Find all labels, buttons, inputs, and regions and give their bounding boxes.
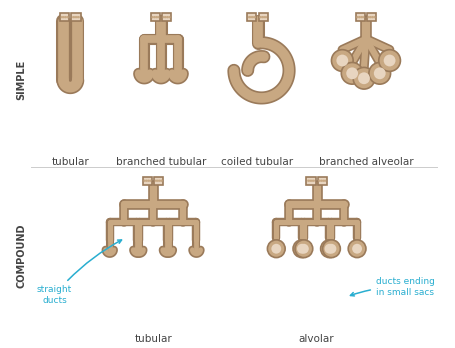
Circle shape [271, 244, 281, 254]
FancyBboxPatch shape [154, 177, 163, 185]
Circle shape [299, 244, 309, 254]
FancyBboxPatch shape [71, 13, 81, 21]
Circle shape [321, 240, 339, 258]
Circle shape [160, 180, 162, 182]
Circle shape [63, 16, 65, 18]
Circle shape [250, 16, 252, 18]
Circle shape [66, 16, 69, 18]
Circle shape [346, 68, 358, 79]
FancyBboxPatch shape [318, 177, 327, 185]
Circle shape [248, 16, 250, 18]
Circle shape [336, 55, 348, 66]
Circle shape [341, 63, 363, 84]
FancyBboxPatch shape [258, 13, 268, 21]
FancyBboxPatch shape [60, 13, 69, 21]
Circle shape [145, 180, 148, 182]
Circle shape [331, 50, 353, 71]
Text: tubular: tubular [134, 334, 172, 345]
Circle shape [155, 16, 157, 18]
Text: branched alveolar: branched alveolar [318, 157, 413, 167]
Circle shape [373, 16, 375, 18]
Circle shape [157, 180, 159, 182]
FancyBboxPatch shape [356, 13, 365, 21]
Circle shape [356, 16, 359, 18]
Circle shape [152, 16, 154, 18]
Circle shape [313, 180, 315, 182]
FancyBboxPatch shape [307, 177, 316, 185]
Circle shape [324, 244, 334, 254]
Circle shape [369, 63, 390, 84]
Circle shape [263, 16, 265, 18]
Circle shape [352, 244, 362, 254]
Circle shape [268, 240, 285, 258]
Text: COMPOUND: COMPOUND [16, 223, 26, 288]
Text: tubular: tubular [51, 157, 89, 167]
Circle shape [295, 240, 313, 258]
Circle shape [143, 180, 146, 182]
Circle shape [323, 240, 340, 258]
Circle shape [324, 180, 326, 182]
Circle shape [360, 16, 362, 18]
Circle shape [165, 16, 167, 18]
Circle shape [158, 180, 161, 182]
Circle shape [368, 16, 370, 18]
Circle shape [163, 16, 165, 18]
Circle shape [293, 240, 311, 258]
Circle shape [76, 16, 78, 18]
Circle shape [309, 180, 311, 182]
Circle shape [74, 16, 76, 18]
Circle shape [157, 16, 159, 18]
Circle shape [311, 180, 313, 182]
Circle shape [72, 16, 75, 18]
Circle shape [253, 16, 256, 18]
Circle shape [149, 180, 152, 182]
Circle shape [307, 180, 309, 182]
Circle shape [371, 16, 374, 18]
FancyBboxPatch shape [162, 13, 171, 21]
Circle shape [358, 72, 370, 84]
Circle shape [358, 16, 360, 18]
FancyBboxPatch shape [151, 13, 160, 21]
Text: coiled tubular: coiled tubular [222, 157, 293, 167]
Circle shape [147, 180, 150, 182]
Circle shape [155, 180, 157, 182]
Circle shape [65, 16, 67, 18]
Circle shape [353, 68, 375, 89]
Text: SIMPLE: SIMPLE [16, 60, 26, 100]
Text: straight
ducts: straight ducts [37, 240, 121, 304]
Circle shape [252, 16, 254, 18]
Circle shape [168, 16, 171, 18]
Circle shape [322, 180, 324, 182]
Circle shape [384, 55, 395, 66]
Circle shape [297, 244, 307, 254]
Circle shape [369, 16, 372, 18]
Circle shape [374, 68, 386, 79]
Text: branched tubular: branched tubular [116, 157, 206, 167]
Circle shape [320, 180, 323, 182]
FancyBboxPatch shape [143, 177, 152, 185]
Circle shape [327, 244, 336, 254]
Circle shape [261, 16, 263, 18]
Circle shape [61, 16, 63, 18]
Circle shape [348, 240, 366, 258]
Text: ducts ending
in small sacs: ducts ending in small sacs [350, 277, 435, 297]
Circle shape [153, 16, 156, 18]
FancyBboxPatch shape [367, 13, 376, 21]
Circle shape [379, 50, 400, 71]
FancyBboxPatch shape [248, 13, 257, 21]
Text: alvolar: alvolar [299, 334, 334, 345]
Circle shape [318, 180, 321, 182]
Circle shape [77, 16, 80, 18]
Circle shape [259, 16, 262, 18]
Circle shape [362, 16, 364, 18]
Circle shape [167, 16, 169, 18]
Circle shape [265, 16, 267, 18]
